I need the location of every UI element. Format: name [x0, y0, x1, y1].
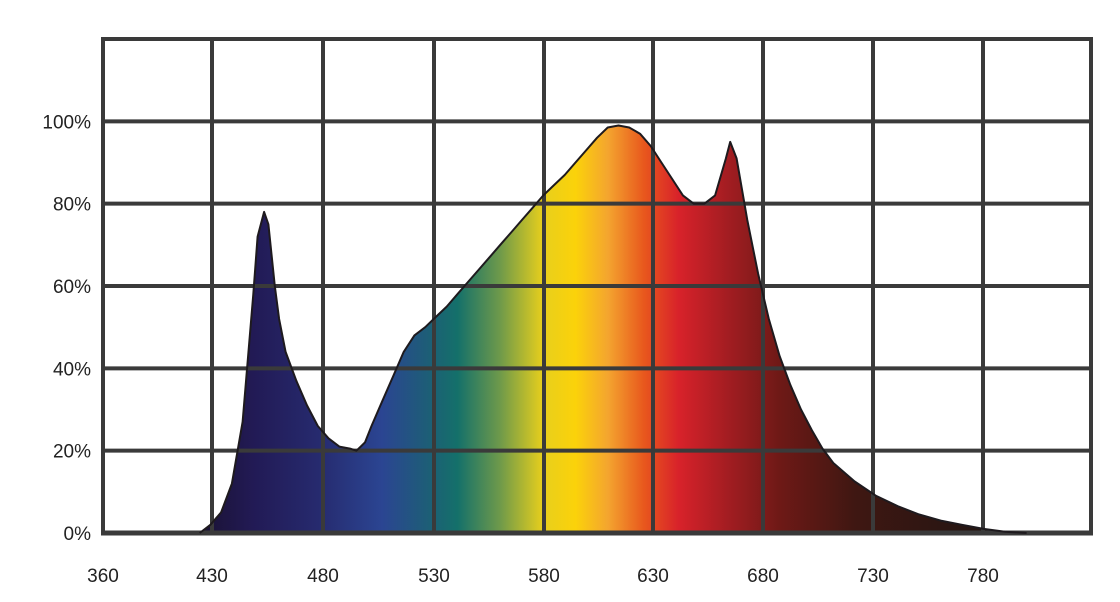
y-tick-label: 0% — [64, 524, 92, 545]
x-tick-label: 630 — [637, 566, 669, 587]
x-tick-label: 580 — [528, 566, 560, 587]
spectrum-outline — [199, 124, 1027, 534]
x-tick-label: 480 — [307, 566, 339, 587]
x-tick-label: 680 — [747, 566, 779, 587]
x-axis-ticks: 360 430 480 530 580 630 680 730 780 — [87, 566, 999, 587]
x-tick-label: 360 — [87, 566, 119, 587]
spectrum-area — [199, 125, 1027, 533]
x-tick-label: 430 — [196, 566, 228, 587]
x-tick-label: 780 — [967, 566, 999, 587]
x-tick-label: 730 — [857, 566, 889, 587]
x-tick-label: 530 — [418, 566, 450, 587]
y-tick-label: 100% — [42, 112, 91, 133]
y-tick-label: 40% — [53, 359, 91, 380]
y-tick-label: 20% — [53, 442, 91, 463]
plot-grid — [101, 37, 1093, 536]
y-tick-label: 60% — [53, 277, 91, 298]
y-tick-label: 80% — [53, 195, 91, 216]
y-axis-ticks: 0% 20% 40% 60% 80% 100% — [42, 112, 91, 545]
